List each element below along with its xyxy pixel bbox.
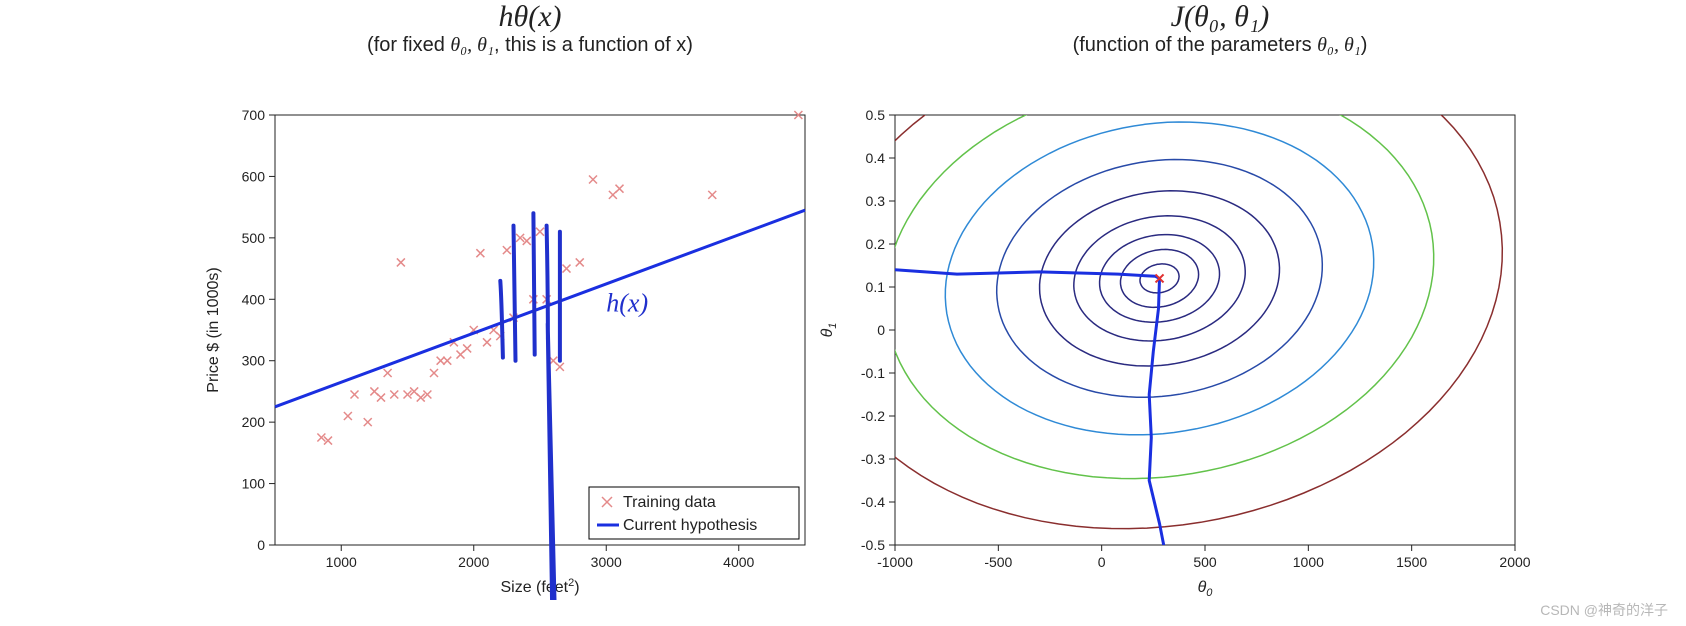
svg-text:Size (feet2): Size (feet2) [500, 577, 579, 596]
right-title: J(θ₀, θ₁) [880, 0, 1560, 34]
svg-text:1000: 1000 [326, 554, 357, 570]
contour-plot: -1000 -500 0 500 1000 1500 2000 -0.5 -0.4 -0.3 -0.… [810, 100, 1530, 600]
svg-text:Training data: Training data [623, 494, 716, 511]
svg-text:2000: 2000 [1499, 554, 1530, 570]
svg-text:0.1: 0.1 [866, 279, 886, 295]
svg-text:-0.3: -0.3 [861, 451, 885, 467]
svg-text:-0.1: -0.1 [861, 365, 885, 381]
svg-text:-0.4: -0.4 [861, 494, 885, 510]
watermark: CSDN @神奇的洋子 [1540, 600, 1668, 620]
right-subtitle: (function of the parameters θ₀, θ₁) [880, 34, 1560, 57]
svg-text:100: 100 [242, 476, 266, 492]
svg-text:0.5: 0.5 [866, 107, 886, 123]
svg-text:Price $ (in 1000s): Price $ (in 1000s) [205, 267, 222, 392]
svg-text:600: 600 [242, 168, 266, 184]
svg-text:0: 0 [877, 322, 885, 338]
hypothesis-line [275, 210, 805, 407]
left-subtitle: (for fixed θ₀, θ₁, this is a function of… [220, 34, 840, 57]
svg-text:Current hypothesis: Current hypothesis [623, 517, 757, 534]
svg-text:0.3: 0.3 [866, 193, 886, 209]
svg-text:θ1: θ1 [819, 323, 839, 338]
gradient-descent-path [895, 270, 1164, 545]
svg-text:1500: 1500 [1396, 554, 1427, 570]
svg-text:0: 0 [1098, 554, 1106, 570]
hx-annotation: h(x) [606, 289, 648, 318]
svg-text:-0.2: -0.2 [861, 408, 885, 424]
svg-text:700: 700 [242, 107, 266, 123]
svg-text:2000: 2000 [458, 554, 489, 570]
left-title: hθ(x) [220, 0, 840, 34]
svg-text:θ0: θ0 [1198, 579, 1214, 599]
svg-text:400: 400 [242, 291, 266, 307]
svg-text:4000: 4000 [723, 554, 754, 570]
svg-text:3000: 3000 [591, 554, 622, 570]
svg-text:300: 300 [242, 353, 266, 369]
svg-text:200: 200 [242, 414, 266, 430]
svg-text:0: 0 [257, 537, 265, 553]
svg-text:1000: 1000 [1293, 554, 1324, 570]
svg-text:-500: -500 [984, 554, 1012, 570]
svg-text:0.4: 0.4 [866, 150, 886, 166]
scatter-plot: 1000 2000 3000 4000 0 100 200 300 400 500 600 700 Si… [200, 100, 820, 600]
svg-text:-0.5: -0.5 [861, 537, 885, 553]
svg-text:0.2: 0.2 [866, 236, 886, 252]
svg-text:500: 500 [1193, 554, 1217, 570]
svg-text:-1000: -1000 [877, 554, 913, 570]
svg-text:500: 500 [242, 230, 266, 246]
